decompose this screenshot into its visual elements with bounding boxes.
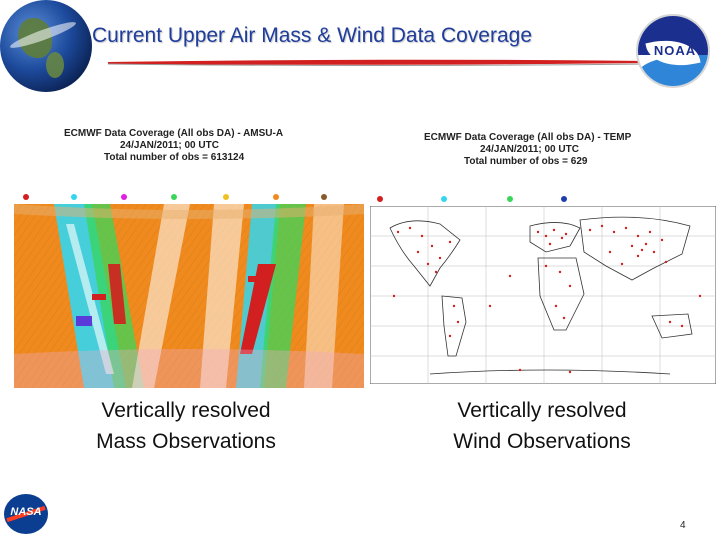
mass-caption-line2: Mass Observations — [96, 430, 276, 453]
temp-coverage-map — [370, 206, 716, 384]
temp-map-legend — [370, 194, 720, 204]
temp-coverage-panel: ECMWF Data Coverage (All obs DA) - TEMP … — [370, 128, 720, 388]
temp-map-date: 24/JAN/2011; 00 UTC — [480, 144, 579, 155]
title-underline-swoosh — [108, 59, 648, 66]
amsu-map-date: 24/JAN/2011; 00 UTC — [120, 140, 219, 151]
noaa-logo: NOAA — [636, 14, 710, 88]
temp-map-total: Total number of obs = 629 — [464, 156, 588, 167]
slide-title: Current Upper Air Mass & Wind Data Cover… — [92, 24, 533, 47]
earth-globe-image — [0, 0, 92, 92]
nasa-logo: NASA — [4, 494, 48, 534]
mass-caption-line1: Vertically resolved — [101, 399, 271, 422]
page-number: 4 — [680, 520, 686, 531]
wind-caption-line2: Wind Observations — [453, 430, 631, 453]
wind-caption-line1: Vertically resolved — [457, 399, 627, 422]
amsu-coverage-map — [14, 204, 364, 388]
amsu-map-header: ECMWF Data Coverage (All obs DA) - AMSU-… — [64, 128, 354, 164]
temp-map-title: ECMWF Data Coverage (All obs DA) - TEMP — [424, 132, 632, 143]
amsu-coverage-panel: ECMWF Data Coverage (All obs DA) - AMSU-… — [14, 128, 364, 388]
amsu-map-legend — [14, 192, 364, 202]
temp-map-header: ECMWF Data Coverage (All obs DA) - TEMP … — [424, 132, 714, 168]
amsu-map-total: Total number of obs = 613124 — [104, 152, 245, 163]
mass-observations-caption: Vertically resolved Mass Observations — [46, 395, 326, 457]
wind-observations-caption: Vertically resolved Wind Observations — [402, 395, 682, 457]
amsu-map-title: ECMWF Data Coverage (All obs DA) - AMSU-… — [64, 128, 284, 139]
